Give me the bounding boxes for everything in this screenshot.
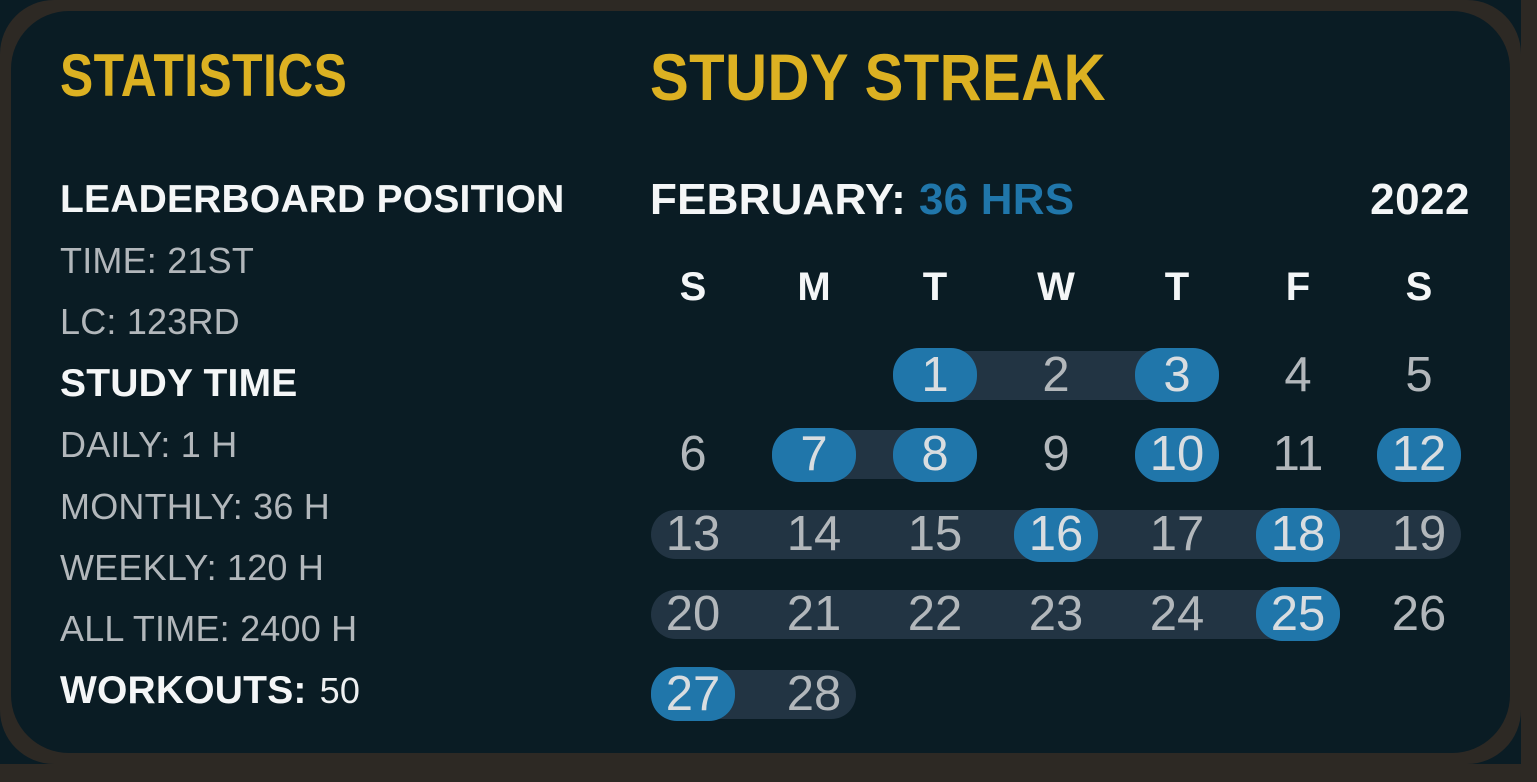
calendar-day: 7 [754,415,875,495]
calendar-day-pill: 3 [1135,348,1219,402]
day-number: 11 [1272,427,1324,482]
frame-edge-right [1521,0,1537,782]
calendar-day: 4 [1238,335,1359,415]
day-number: 18 [1270,507,1326,561]
calendar-day-pill: 8 [893,427,977,482]
calendar-day: 14 [754,495,875,575]
calendar-day: 6 [633,415,754,495]
calendar-day: 28 [754,654,875,734]
stat-line: STUDY TIME [60,361,298,405]
stat-line: MONTHLY: 36 H [60,485,330,527]
day-number: 8 [921,427,949,482]
stat-line: ALL TIME: 2400 H [60,608,358,650]
stats-lines: LEADERBOARD POSITION TIME: 21ST LC: 123RD S… [60,169,565,722]
day-number: 9 [1042,427,1070,482]
calendar-day: 12 [1359,415,1480,495]
day-number: 1 [921,347,949,402]
stat-label: WORKOUTS: [60,668,307,712]
statistics-title: STATISTICS [60,42,348,109]
day-number: 17 [1149,507,1205,561]
calendar-day-pill: 12 [1377,427,1461,482]
day-number: 7 [800,427,828,482]
day-number: 5 [1405,347,1433,402]
study-streak-title: STUDY STREAK [650,40,1107,114]
stat-line: WORKOUTS: 50 [60,660,565,721]
month-label: FEBRUARY: [650,174,907,224]
day-number: 13 [665,507,721,561]
calendar-day: 24 [1117,574,1238,654]
calendar-day: 2 [996,335,1117,415]
day-number: 26 [1391,586,1447,641]
calendar-day: 1 [875,335,996,415]
calendar-day: 19 [1359,495,1480,575]
day-number: 2 [1042,347,1070,402]
streak-band [651,589,1340,639]
day-number: 22 [907,586,963,641]
day-number: 14 [786,507,842,561]
stat-value: 50 [319,669,361,711]
year-label: 2022 [1370,174,1470,224]
calendar-day-pill: 7 [772,427,856,482]
calendar-day-pill: 27 [651,667,735,721]
calendar-day-pill: 1 [893,348,977,402]
day-number: 21 [786,586,842,641]
calendar-day: 10 [1117,415,1238,495]
day-header: F [1285,264,1311,309]
stat-line: TIME: 21ST [60,240,255,282]
day-number: 27 [665,666,721,721]
day-header: T [922,264,948,309]
calendar-day: 17 [1117,495,1238,575]
calendar-day: 16 [996,495,1117,575]
day-header: W [1037,264,1075,309]
calendar-day: 5 [1359,335,1480,415]
calendar-day: 22 [875,574,996,654]
day-number: 4 [1284,347,1312,402]
day-number: 25 [1270,586,1326,641]
day-number: 15 [907,507,963,561]
month-summary: FEBRUARY: 36 HRS [650,169,1074,230]
stat-line: LC: 123RD [60,301,240,343]
calendar-day: 26 [1359,574,1480,654]
day-number: 16 [1028,507,1084,561]
calendar-day-pill: 18 [1256,507,1340,562]
day-number: 28 [786,666,842,721]
day-number: 12 [1391,427,1447,482]
calendar-day: 11 [1238,415,1359,495]
calendar-day: 9 [996,415,1117,495]
calendar-day-pill: 10 [1135,427,1219,482]
frame-edge-bottom [0,764,1537,782]
stat-line: DAILY: 1 H [60,424,238,466]
calendar-day-pill: 16 [1014,507,1098,562]
day-header: S [1405,264,1433,309]
day-number: 3 [1163,347,1191,402]
calendar-day: 21 [754,574,875,654]
day-header: S [679,264,707,309]
stat-line: LEADERBOARD POSITION [60,177,565,221]
calendar-day: 13 [633,495,754,575]
day-number: 20 [665,586,721,641]
month-total-hours: 36 HRS [919,174,1075,224]
calendar-day: 3 [1117,335,1238,415]
day-header: T [1164,264,1190,309]
calendar-day: 27 [633,654,754,734]
day-number: 24 [1149,586,1205,641]
calendar-day: 20 [633,574,754,654]
calendar-day: 23 [996,574,1117,654]
calendar-day-pill: 25 [1256,586,1340,642]
calendar-day: 15 [875,495,996,575]
stat-line: WEEKLY: 120 H [60,547,325,589]
day-number: 19 [1391,507,1447,561]
calendar-day: 25 [1238,574,1359,654]
calendar-day: 8 [875,415,996,495]
calendar-day: 18 [1238,495,1359,575]
day-number: 10 [1149,427,1205,482]
day-header: M [797,264,831,309]
day-number: 23 [1028,586,1084,641]
day-number: 6 [679,427,707,482]
